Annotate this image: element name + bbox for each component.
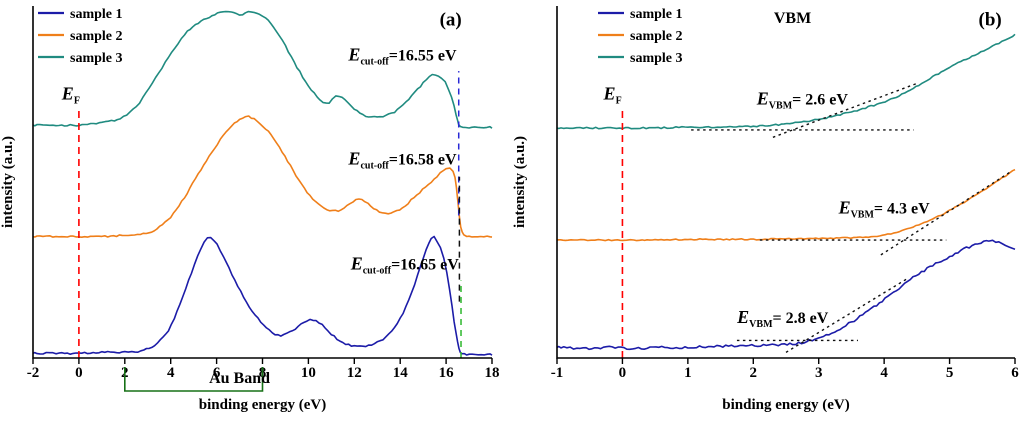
x-tick-label: 1 <box>684 365 692 381</box>
au-band-label: Au Band <box>209 370 270 387</box>
x-tick-label: 0 <box>75 365 83 381</box>
spectrum-curve-sample-3 <box>32 10 493 129</box>
x-tick-label: 6 <box>213 365 221 381</box>
x-tick-label: 5 <box>946 365 954 381</box>
cutoff-label-sample3: Ecut-off=16.55 eV <box>347 45 457 68</box>
vbm-label-sample2: EVBM= 4.3 eV <box>838 198 931 221</box>
au-band-bracket <box>124 367 264 392</box>
y-axis-label: intensity (a.u.) <box>512 136 528 228</box>
tangent-sample2 <box>880 170 1013 256</box>
spectrum-curve-sample-3 <box>556 33 1016 130</box>
legend-label-3: sample 3 <box>70 51 123 66</box>
legend-label-2: sample 2 <box>70 29 123 44</box>
x-tick-label: 4 <box>167 365 175 381</box>
panel-b-chart: -1 0 1 2 3 4 5 6 binding energy (eV) intensity (a… <box>512 6 1019 413</box>
cutoff-label-sample2: Ecut-off=16.58 eV <box>347 148 457 171</box>
vbm-title: VBM <box>774 10 811 27</box>
x-axis-label: binding energy (eV) <box>199 397 327 413</box>
axes <box>556 6 1015 359</box>
spectrum-curve-sample-1 <box>556 239 1016 351</box>
ef-label: EF <box>603 83 622 106</box>
panel-label: (b) <box>979 9 1002 30</box>
x-tick-label: 6 <box>1011 365 1019 381</box>
ef-label: EF <box>61 83 80 106</box>
vbm-label-sample1: EVBM= 2.8 eV <box>736 307 829 330</box>
legend-label-3: sample 3 <box>630 51 683 66</box>
x-tick-label: 18 <box>485 365 500 381</box>
cutoff-label-sample1: Ecut-off=16.65 eV <box>350 253 460 276</box>
vbm-label-sample3: EVBM= 2.6 eV <box>756 89 849 112</box>
x-tick-label: 14 <box>393 365 409 381</box>
y-axis-label: intensity (a.u.) <box>0 136 16 228</box>
spectrum-curve-sample-2 <box>32 115 493 238</box>
x-tick-label: -2 <box>27 365 40 381</box>
legend-label-1: sample 1 <box>630 7 683 22</box>
x-axis-label: binding energy (eV) <box>722 397 850 413</box>
panel-label: (a) <box>440 9 462 30</box>
x-tick-label: 10 <box>301 365 316 381</box>
tangent-sample3 <box>772 82 918 138</box>
x-tick-label: 16 <box>439 365 455 381</box>
spectrum-curve-sample-2 <box>556 168 1016 242</box>
x-tick-label: 12 <box>347 365 362 381</box>
legend-label-1: sample 1 <box>70 7 123 22</box>
x-tick-label: -1 <box>551 365 564 381</box>
x-tick-label: 2 <box>750 365 758 381</box>
x-tick-label: 4 <box>880 365 888 381</box>
spectrum-curve-sample-1 <box>32 235 493 356</box>
legend-label-2: sample 2 <box>630 29 683 44</box>
x-tick-label: 3 <box>815 365 823 381</box>
x-tick-label: 0 <box>619 365 627 381</box>
